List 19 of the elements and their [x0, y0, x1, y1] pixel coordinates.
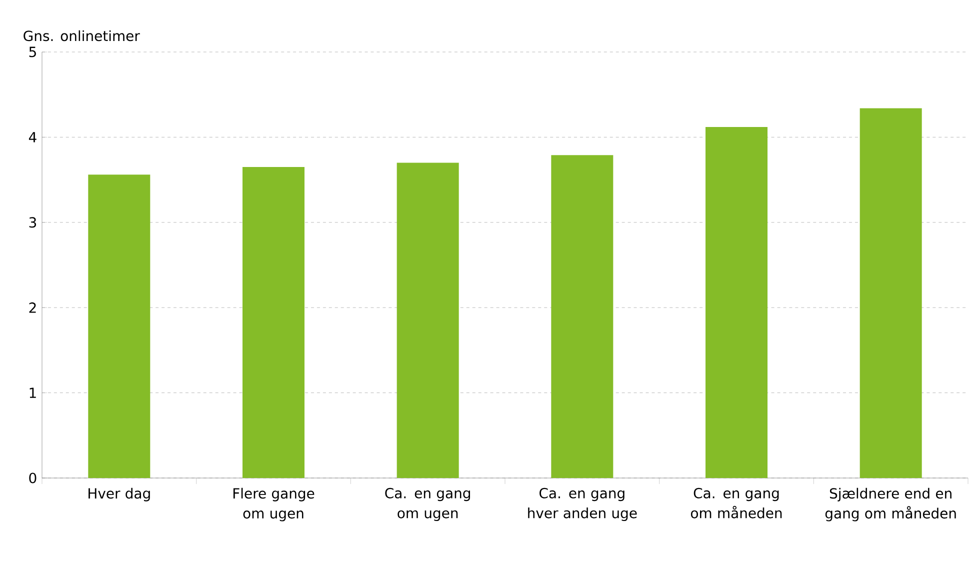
x-tick-label: Ca. en gang om ugen [385, 488, 470, 522]
bar [88, 174, 150, 478]
x-tick-label: Hver dag [88, 488, 150, 502]
x-tick-label: Ca. en gang om måneden [690, 488, 782, 518]
bar [706, 126, 768, 478]
x-tick-label: Ca. en gang hver anden uge [528, 488, 637, 522]
y-tick-label: 5 [29, 46, 36, 58]
y-tick-label: 2 [29, 302, 36, 313]
x-tick-label: Sjældnere end en gang om måneden [825, 488, 956, 522]
bar [860, 108, 922, 478]
y-axis-title: Gns. onlinetimer [24, 30, 140, 42]
y-tick-label: 4 [28, 132, 36, 142]
bar [396, 162, 459, 478]
x-tick-label: Flere gange om ugen [233, 488, 314, 522]
bar [551, 155, 614, 478]
bar [242, 167, 305, 478]
y-tick-label: 1 [30, 388, 36, 398]
y-tick-label: 0 [29, 472, 36, 484]
y-tick-label: 3 [29, 217, 36, 228]
